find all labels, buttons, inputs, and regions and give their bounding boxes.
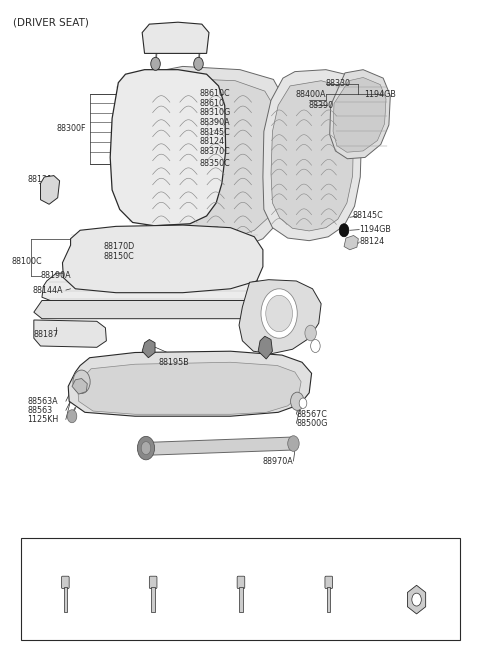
Circle shape [311,340,320,353]
Circle shape [261,289,297,338]
Polygon shape [110,70,226,226]
Polygon shape [152,78,281,239]
Text: 88330: 88330 [326,80,351,88]
Text: 1243BD: 1243BD [312,544,346,553]
FancyBboxPatch shape [325,576,333,588]
Polygon shape [239,279,321,354]
Text: 88124: 88124 [199,137,225,146]
Circle shape [73,370,90,394]
Circle shape [266,295,292,332]
Polygon shape [344,236,359,250]
FancyBboxPatch shape [61,576,69,588]
Circle shape [412,593,421,606]
Text: 88124: 88124 [360,238,384,246]
Text: 88563: 88563 [28,406,53,415]
FancyBboxPatch shape [240,587,242,612]
Text: 1194GB: 1194GB [364,90,396,99]
Text: (DRIVER SEAT): (DRIVER SEAT) [13,17,89,27]
Polygon shape [271,81,354,231]
Text: 88187: 88187 [34,330,59,339]
Circle shape [305,325,316,341]
Text: 88350C: 88350C [199,159,230,168]
Circle shape [339,224,349,237]
Circle shape [151,57,160,71]
Polygon shape [68,351,312,416]
Text: 1125KH: 1125KH [28,415,59,424]
Polygon shape [72,379,87,394]
FancyBboxPatch shape [237,576,245,588]
Circle shape [290,392,304,410]
Text: 88150C: 88150C [104,253,135,261]
Polygon shape [34,320,107,347]
Text: 88170D: 88170D [104,242,135,251]
Polygon shape [408,585,426,614]
Text: 88567C: 88567C [296,410,327,419]
Polygon shape [330,70,390,159]
Text: 88390: 88390 [308,101,334,110]
Text: 88370C: 88370C [199,147,230,156]
FancyBboxPatch shape [149,576,157,588]
Text: 88390A: 88390A [199,118,230,127]
Text: 1231DE: 1231DE [224,544,258,553]
Polygon shape [144,437,296,455]
Text: 88190A: 88190A [40,271,71,280]
Polygon shape [78,362,301,414]
Text: 88300F: 88300F [56,123,86,133]
Polygon shape [333,78,386,152]
Text: 88970A: 88970A [263,456,294,466]
Polygon shape [142,67,291,250]
Text: 88400A: 88400A [296,90,326,99]
FancyBboxPatch shape [22,538,460,640]
Circle shape [194,57,203,71]
Text: 88145C: 88145C [199,127,230,136]
Polygon shape [142,340,155,358]
FancyBboxPatch shape [64,587,67,612]
FancyBboxPatch shape [327,587,330,612]
Polygon shape [258,336,273,359]
Polygon shape [34,300,260,319]
Text: 88500G: 88500G [296,419,328,428]
FancyBboxPatch shape [152,587,155,612]
Text: 88310G: 88310G [199,108,231,117]
Text: 88144A: 88144A [33,285,63,295]
Circle shape [299,398,307,408]
Text: 88610C: 88610C [199,89,230,98]
Text: 1194GB: 1194GB [360,225,391,234]
Circle shape [288,436,299,451]
Text: 88121L: 88121L [28,175,57,184]
Polygon shape [62,225,263,293]
Polygon shape [263,70,362,241]
Text: 88195B: 88195B [159,358,190,367]
Circle shape [137,436,155,460]
Text: 88145C: 88145C [352,212,383,221]
Text: 88563A: 88563A [28,397,58,406]
Circle shape [141,441,151,454]
Circle shape [67,409,77,422]
Polygon shape [40,176,60,204]
Text: 88610: 88610 [199,99,225,108]
Text: 1229DE: 1229DE [136,544,170,553]
Polygon shape [142,22,209,54]
Polygon shape [42,271,262,304]
Text: 1338AB: 1338AB [399,544,434,553]
Text: 1241AA: 1241AA [48,544,83,553]
Text: 88100C: 88100C [12,257,43,266]
